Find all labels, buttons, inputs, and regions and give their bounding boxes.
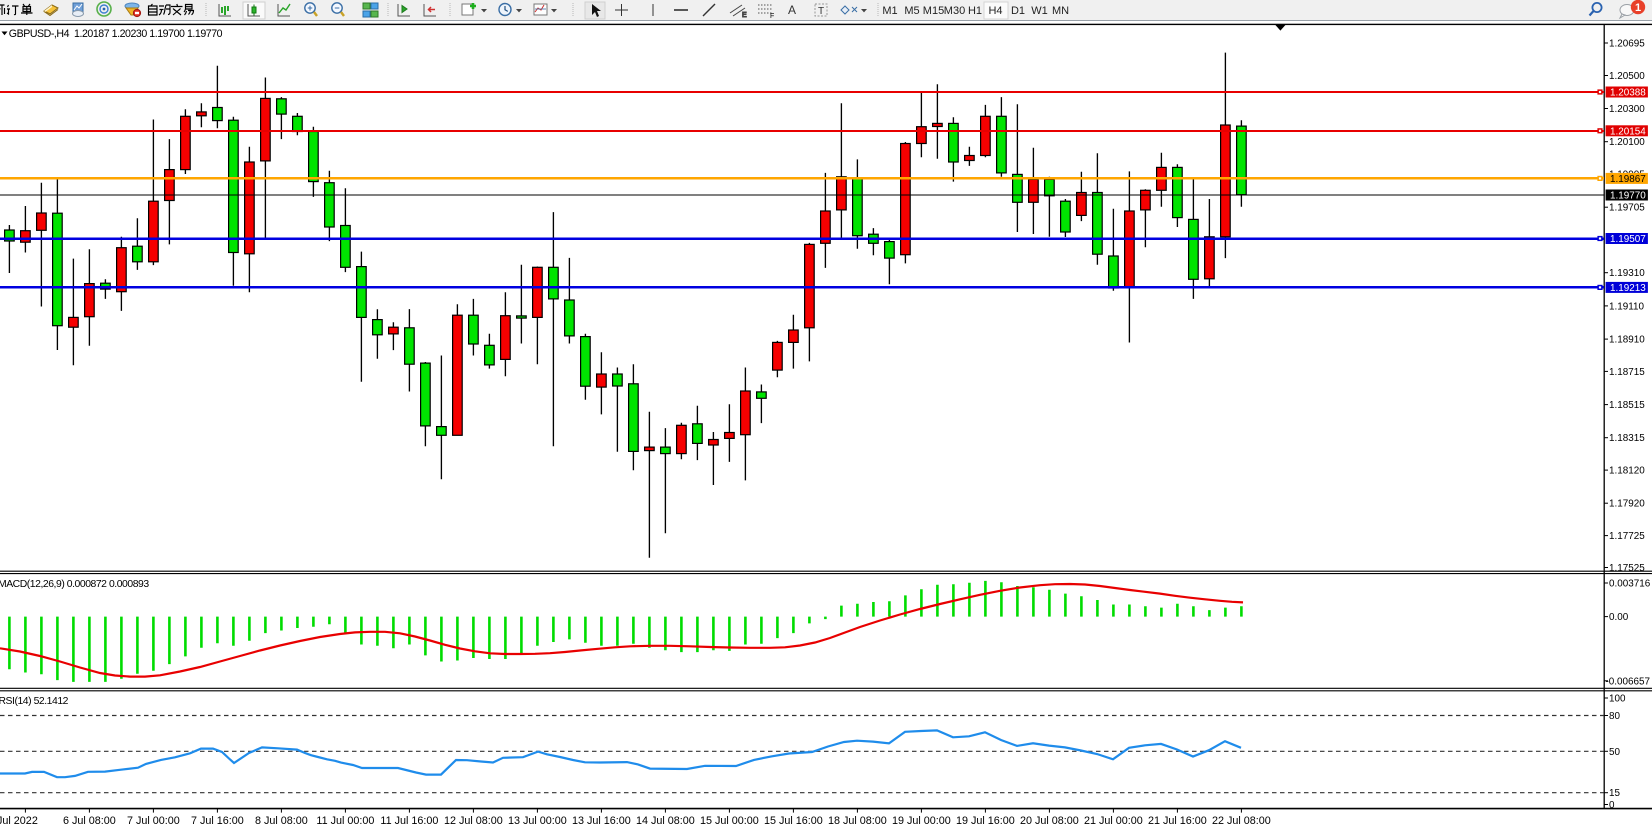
svg-text:15 Jul 00:00: 15 Jul 00:00: [700, 815, 759, 827]
svg-text:T: T: [818, 6, 824, 17]
svg-text:21 Jul 00:00: 21 Jul 00:00: [1084, 815, 1143, 827]
svg-text:E: E: [742, 12, 747, 19]
svg-text:M1: M1: [882, 5, 897, 17]
svg-text:Jul 2022: Jul 2022: [0, 815, 38, 827]
svg-text:19 Jul 16:00: 19 Jul 16:00: [956, 815, 1015, 827]
svg-text:1.17920: 1.17920: [1609, 499, 1645, 510]
svg-text:20 Jul 08:00: 20 Jul 08:00: [1020, 815, 1079, 827]
svg-text:11 Jul 16:00: 11 Jul 16:00: [380, 815, 438, 827]
svg-text:11 Jul 00:00: 11 Jul 00:00: [316, 815, 374, 827]
svg-text:1: 1: [1635, 2, 1641, 14]
svg-text:GBPUSD-,H4 1.20187 1.20230 1.: GBPUSD-,H4 1.20187 1.20230 1.19700 1.197…: [9, 28, 223, 40]
svg-text:MACD(12,26,9) 0.000872 0.00089: MACD(12,26,9) 0.000872 0.000893: [0, 579, 149, 590]
svg-text:0.00: 0.00: [1609, 612, 1629, 623]
svg-text:50: 50: [1609, 747, 1620, 758]
svg-text:1.17525: 1.17525: [1609, 563, 1645, 574]
svg-text:19 Jul 00:00: 19 Jul 00:00: [892, 815, 951, 827]
svg-text:1.20500: 1.20500: [1609, 71, 1645, 82]
svg-text:22 Jul 08:00: 22 Jul 08:00: [1212, 815, 1271, 827]
svg-text:1.20695: 1.20695: [1609, 39, 1645, 50]
svg-text:7 Jul 16:00: 7 Jul 16:00: [191, 815, 244, 827]
svg-text:1.17725: 1.17725: [1609, 531, 1645, 542]
svg-text:W1: W1: [1031, 5, 1048, 17]
svg-text:7 Jul 00:00: 7 Jul 00:00: [127, 815, 180, 827]
svg-text:MN: MN: [1052, 5, 1069, 17]
svg-text:H1: H1: [968, 5, 982, 17]
svg-text:1.19770: 1.19770: [1610, 191, 1646, 202]
svg-text:H4: H4: [988, 5, 1002, 17]
svg-text:1.19507: 1.19507: [1610, 234, 1646, 245]
svg-text:1.19310: 1.19310: [1609, 268, 1645, 279]
svg-text:M30: M30: [944, 5, 965, 17]
svg-text:18 Jul 08:00: 18 Jul 08:00: [828, 815, 887, 827]
svg-text:1.18910: 1.18910: [1609, 335, 1645, 346]
svg-text:13 Jul 00:00: 13 Jul 00:00: [508, 815, 567, 827]
svg-text:6 Jul 08:00: 6 Jul 08:00: [63, 815, 116, 827]
svg-text:14 Jul 08:00: 14 Jul 08:00: [636, 815, 695, 827]
svg-text:+: +: [307, 3, 312, 13]
svg-text:-0.006657: -0.006657: [1606, 676, 1650, 687]
svg-text:15 Jul 16:00: 15 Jul 16:00: [764, 815, 823, 827]
svg-text:0.003716: 0.003716: [1609, 579, 1651, 590]
svg-text:D1: D1: [1011, 5, 1025, 17]
svg-text:100: 100: [1609, 694, 1626, 705]
svg-text:A: A: [788, 3, 796, 17]
svg-text:1.18715: 1.18715: [1609, 367, 1645, 378]
svg-text:1.18120: 1.18120: [1609, 466, 1645, 477]
svg-text:1.19867: 1.19867: [1610, 174, 1646, 185]
svg-text:1.20100: 1.20100: [1609, 137, 1645, 148]
svg-text:1.20154: 1.20154: [1610, 126, 1646, 137]
svg-text:1.19213: 1.19213: [1610, 283, 1646, 294]
svg-text:80: 80: [1609, 711, 1620, 722]
svg-text:8 Jul 08:00: 8 Jul 08:00: [255, 815, 308, 827]
svg-text:12 Jul 08:00: 12 Jul 08:00: [444, 815, 503, 827]
svg-text:1.18515: 1.18515: [1609, 400, 1645, 411]
svg-text:RSI(14) 52.1412: RSI(14) 52.1412: [0, 696, 69, 707]
svg-text:1.18315: 1.18315: [1609, 433, 1645, 444]
svg-text:15: 15: [1609, 788, 1620, 799]
svg-text:1.20388: 1.20388: [1610, 88, 1646, 99]
svg-text:F: F: [770, 13, 774, 20]
svg-text:1.19110: 1.19110: [1609, 301, 1644, 312]
svg-text:21 Jul 16:00: 21 Jul 16:00: [1148, 815, 1207, 827]
svg-text:1.20300: 1.20300: [1609, 104, 1645, 115]
svg-text:0: 0: [1609, 800, 1615, 811]
svg-text:1.19705: 1.19705: [1609, 203, 1645, 214]
svg-text:13 Jul 16:00: 13 Jul 16:00: [572, 815, 631, 827]
svg-text:−: −: [334, 3, 339, 13]
svg-text:M5: M5: [904, 5, 919, 17]
svg-text:M15: M15: [923, 5, 944, 17]
